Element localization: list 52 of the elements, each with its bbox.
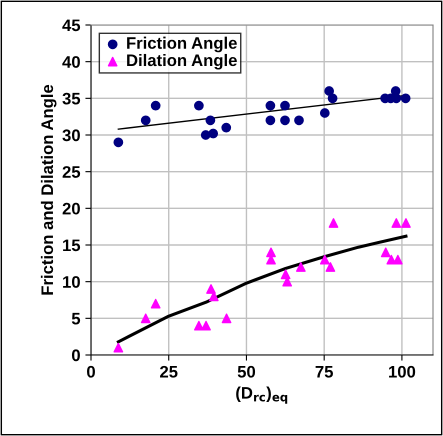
point <box>140 115 151 126</box>
y-tick-label: 40 <box>62 56 80 68</box>
point <box>328 93 338 104</box>
point <box>114 137 124 148</box>
point <box>206 115 216 126</box>
y-axis-title: Friction and Dilation Angle <box>40 84 56 295</box>
y-tick-label: 0 <box>72 349 80 362</box>
y-tick-label: 10 <box>63 276 80 288</box>
point <box>194 100 204 111</box>
point <box>320 108 330 118</box>
point <box>320 254 330 265</box>
point <box>150 298 161 309</box>
legend-label: Friction Angle <box>127 36 237 52</box>
x-tick-label: 0 <box>87 366 95 378</box>
y-tick-label: 15 <box>63 240 80 252</box>
point <box>221 122 232 133</box>
point <box>266 115 276 126</box>
point <box>328 218 338 228</box>
x-tick-label: 100 <box>389 366 416 378</box>
y-tick-label: 30 <box>62 129 80 142</box>
point <box>140 313 151 324</box>
point <box>266 100 276 111</box>
point <box>114 342 124 353</box>
point <box>150 100 161 111</box>
point <box>326 262 336 272</box>
point <box>401 218 411 228</box>
y-tick-label: 20 <box>62 202 80 215</box>
x-tick-label: 75 <box>316 366 333 378</box>
point <box>194 320 204 331</box>
x-tick-label: 50 <box>238 366 256 378</box>
point <box>201 320 211 331</box>
x-tick-label: 25 <box>160 366 178 378</box>
point <box>280 100 290 111</box>
point <box>266 247 276 258</box>
point <box>380 247 391 258</box>
y-tick-label: 45 <box>62 20 80 32</box>
point <box>280 269 290 280</box>
point <box>393 254 403 265</box>
point <box>391 218 402 228</box>
y-tick-label: 5 <box>72 312 80 325</box>
legend-label: Dilation Angle <box>127 54 237 70</box>
point <box>280 115 290 126</box>
point <box>324 86 334 96</box>
y-tick-label: 25 <box>62 166 80 178</box>
x-axis-title: (D$_{rc}$)$_{eq}$ <box>236 386 288 404</box>
point <box>400 93 410 104</box>
y-tick-label: 35 <box>62 92 80 105</box>
point <box>294 115 304 126</box>
point <box>222 313 232 324</box>
point <box>206 284 216 294</box>
point <box>208 128 218 138</box>
point <box>296 262 306 272</box>
